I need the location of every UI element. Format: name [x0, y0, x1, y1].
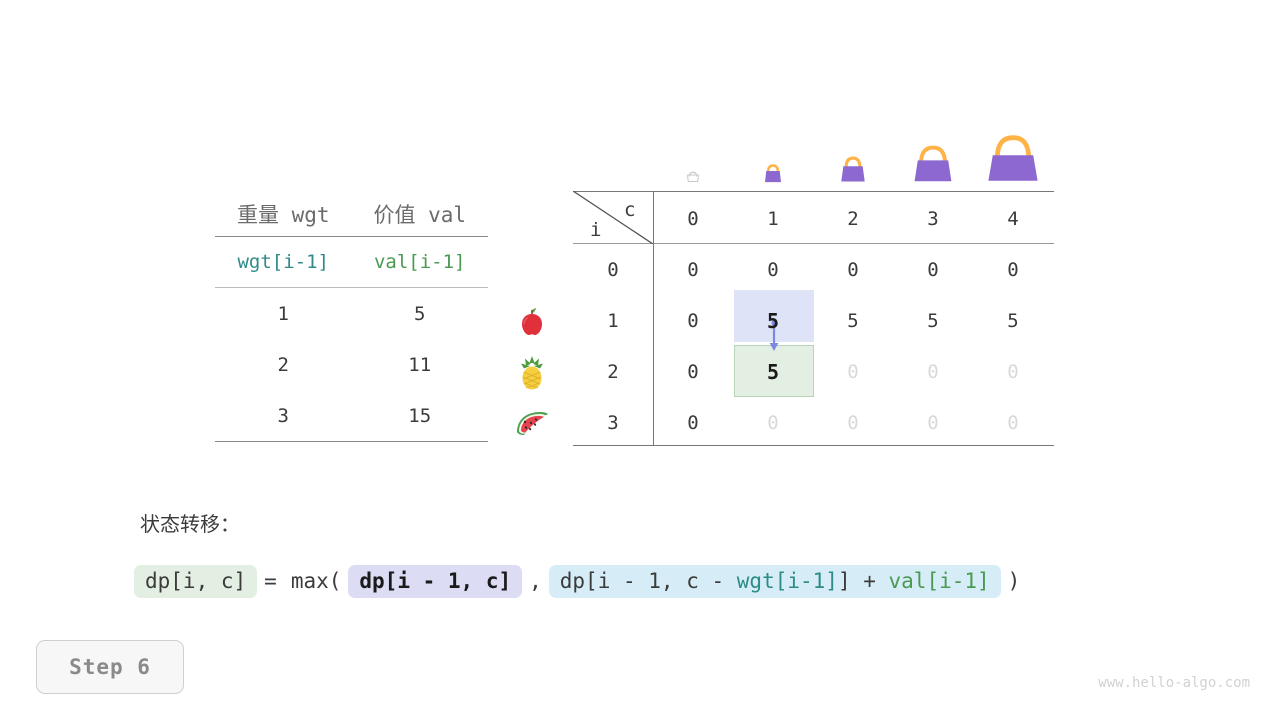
- dp-cell-1-1: 5: [766, 309, 780, 333]
- item-weight-1: 1: [277, 302, 289, 325]
- item-table-row-1: 1 5: [215, 288, 488, 340]
- item-weight-3: 3: [215, 390, 352, 442]
- col-header-4: 4: [1007, 208, 1019, 230]
- dp-cell-1-2: 5: [847, 310, 859, 332]
- item-table-subheader-wgt: wgt[i-1]: [215, 236, 352, 288]
- dp-cell-3-3: 0: [927, 412, 939, 434]
- bag-capacity-2-icon: [813, 148, 893, 186]
- matrix-header-rule: [573, 243, 1054, 244]
- bag-capacity-3-icon: [893, 138, 973, 186]
- formula-token-val: val[i-1]: [888, 568, 990, 593]
- dp-matrix: c i 0 1 2 3 4 0 1 2 3 0 0 0 0 0 0 5 5 5 …: [573, 191, 1054, 446]
- item-table-subheader-row: wgt[i-1] val[i-1]: [215, 236, 488, 288]
- dp-cell-2-2: 0: [847, 361, 859, 383]
- dp-cell-0-0: 0: [687, 259, 699, 281]
- item-value-1: 5: [414, 302, 426, 325]
- formula-term-take-pre: dp[i - 1, c -: [559, 568, 737, 593]
- item-table-row-3: 3 15: [215, 390, 488, 442]
- row-label-3: 3: [607, 412, 619, 434]
- item-table-row-2: 2 11: [215, 339, 488, 390]
- matrix-top-rule: [573, 191, 1054, 192]
- fruit-column: [508, 296, 556, 449]
- pineapple-emoji: [508, 347, 556, 398]
- dp-cell-1-0: 0: [687, 310, 699, 332]
- corner-label-c: c: [624, 199, 636, 221]
- col-header-2: 2: [847, 208, 859, 230]
- dp-cell-2-0: 0: [687, 361, 699, 383]
- dp-cell-3-1: 0: [767, 412, 779, 434]
- highlight-cell-row2-col1: [734, 345, 814, 397]
- bag-capacity-4-icon: [973, 128, 1053, 186]
- corner-label-i: i: [590, 219, 602, 241]
- item-table-header-row: 重量 wgt 价值 val: [215, 192, 488, 237]
- formula-term-skip: dp[i - 1, c]: [348, 564, 523, 598]
- matrix-bottom-rule: [573, 445, 1054, 446]
- item-table-subheader-val: val[i-1]: [351, 236, 488, 288]
- dp-cell-3-0: 0: [687, 412, 699, 434]
- formula-close-paren: ): [1007, 569, 1021, 593]
- item-table-header-weight: 重量 wgt: [215, 192, 352, 237]
- dp-cell-1-3: 5: [927, 310, 939, 332]
- formula-term-take-mid: ] +: [837, 568, 889, 593]
- formula-term-take: dp[i - 1, c - wgt[i-1]] + val[i-1]: [548, 564, 1001, 598]
- apple-emoji: [508, 296, 556, 347]
- col-header-1: 1: [767, 208, 779, 230]
- watermelon-emoji: [508, 398, 556, 449]
- transition-formula: dp[i, c] = max( dp[i - 1, c] , dp[i - 1,…: [134, 558, 1027, 604]
- col-header-3: 3: [927, 208, 939, 230]
- transition-label: 状态转移：: [140, 512, 240, 536]
- bag-capacity-0-icon: [653, 166, 733, 186]
- item-weight-2: 2: [277, 353, 289, 376]
- dp-cell-0-1: 0: [767, 259, 779, 281]
- dp-cell-1-4: 5: [1007, 310, 1019, 332]
- corner-diagonal-line: [573, 191, 653, 244]
- bag-capacity-1-icon: [733, 156, 813, 186]
- dp-cell-0-3: 0: [927, 259, 939, 281]
- dp-cell-2-4: 0: [1007, 361, 1019, 383]
- dp-cell-2-3: 0: [927, 361, 939, 383]
- item-value-3: 15: [351, 390, 488, 442]
- item-table-header-value: 价值 val: [351, 192, 488, 237]
- row-label-0: 0: [607, 259, 619, 281]
- dp-cell-0-4: 0: [1007, 259, 1019, 281]
- bag-icon-row: [653, 126, 1053, 186]
- formula-token-wgt: wgt[i-1]: [736, 568, 838, 593]
- item-value-2: 11: [408, 353, 432, 376]
- step-badge: Step 6: [36, 640, 184, 694]
- footer-watermark: www.hello-algo.com: [1098, 675, 1250, 691]
- formula-max-open: max(: [290, 569, 342, 593]
- dp-cell-0-2: 0: [847, 259, 859, 281]
- col-header-0: 0: [687, 208, 699, 230]
- formula-lhs: dp[i, c]: [134, 564, 258, 598]
- dp-cell-3-2: 0: [847, 412, 859, 434]
- dp-cell-3-4: 0: [1007, 412, 1019, 434]
- formula-equals: =: [264, 569, 277, 593]
- item-table-grid: 重量 wgt 价值 val wgt[i-1] val[i-1] 1 5 2 11…: [215, 192, 488, 442]
- row-label-2: 2: [607, 361, 619, 383]
- item-table: 重量 wgt 价值 val wgt[i-1] val[i-1] 1 5 2 11…: [215, 192, 488, 442]
- formula-comma: ,: [529, 569, 542, 593]
- transition-arrow-icon: [769, 320, 779, 351]
- matrix-vertical-rule: [653, 191, 654, 445]
- row-label-1: 1: [607, 310, 619, 332]
- dp-cell-2-1: 5: [766, 360, 780, 384]
